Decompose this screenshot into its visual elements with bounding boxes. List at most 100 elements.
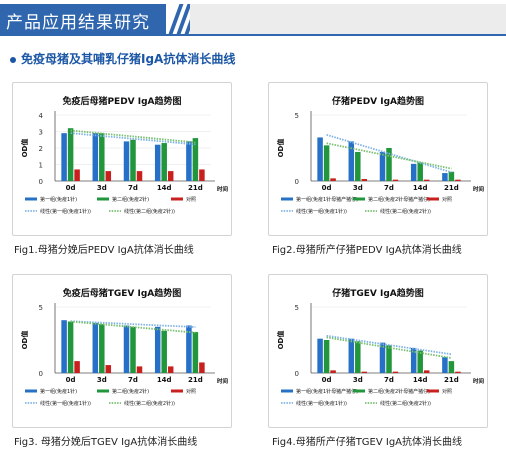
chart-title: 仔猪PEDV IgA趋势图 <box>332 95 424 107</box>
section-subtitle-text: 免疫母猪及其哺乳仔猪IgA抗体消长曲线 <box>21 52 236 66</box>
bar-2 <box>417 162 423 181</box>
bar-2 <box>99 133 105 181</box>
bar-3 <box>199 362 205 373</box>
figure-caption-2: Fig2.母猪所产仔猪PEDV IgA抗体消长曲线 <box>272 245 462 256</box>
bullet-icon <box>10 56 16 63</box>
bar-3 <box>423 370 430 373</box>
bar-3 <box>74 169 80 181</box>
bar-3 <box>330 370 336 373</box>
x-tick-label: 7d <box>128 184 138 192</box>
x-axis-label: 时间 <box>473 377 485 385</box>
x-tick-label: 7d <box>384 184 394 192</box>
x-tick-label: 14d <box>157 376 172 384</box>
y-axis-label: OD值 <box>276 139 285 158</box>
header-underline <box>0 34 506 36</box>
x-axis-label: 时间 <box>217 185 229 193</box>
y-tick-label: 5 <box>39 304 43 312</box>
bar-1 <box>317 137 323 181</box>
legend-label: 对照 <box>442 196 452 203</box>
trendline-1 <box>326 133 452 174</box>
bar-1 <box>442 173 448 181</box>
bar-1 <box>379 151 386 181</box>
x-tick-label: 0d <box>322 376 332 384</box>
y-tick-label: 3 <box>39 129 43 137</box>
bar-1 <box>186 325 192 373</box>
bar-2 <box>386 345 392 373</box>
trendline-1 <box>70 132 196 146</box>
bar-2 <box>323 145 330 181</box>
x-tick-label: 14d <box>413 376 428 384</box>
legend-label: 线性(第一组(免疫1针)) <box>296 208 347 215</box>
legend-label: 线性(第一组(免疫1针)) <box>296 400 347 407</box>
bar-1 <box>348 141 355 181</box>
legend-label: 第一组(免疫1针母猪产猪仔) <box>296 388 358 395</box>
bar-3 <box>423 179 430 181</box>
legend-label: 第二组(免疫2针) <box>112 388 149 395</box>
bar-2 <box>192 138 199 181</box>
bar-2 <box>130 326 136 373</box>
legend-label: 对照 <box>186 196 196 203</box>
bar-3 <box>136 171 143 181</box>
chart-title: 免疫后母猪PEDV IgA趋势图 <box>62 95 181 107</box>
x-tick-label: 3d <box>353 376 363 384</box>
x-tick-label: 7d <box>128 376 138 384</box>
legend-label: 第二组(免疫2针母猪产猪仔) <box>368 196 430 203</box>
y-tick-label: 0 <box>39 178 43 186</box>
legend-label: 对照 <box>186 388 196 395</box>
bar-3 <box>361 179 368 181</box>
bar-1 <box>123 141 130 181</box>
header-gray-bar <box>190 4 506 34</box>
x-tick-label: 21d <box>444 184 459 192</box>
bar-2 <box>130 139 136 181</box>
trendline-2 <box>70 320 196 334</box>
bar-3 <box>74 361 80 373</box>
bar-2 <box>355 341 361 373</box>
bar-2 <box>67 321 74 373</box>
x-axis-label: 时间 <box>217 377 229 385</box>
figure-caption-3: Fig3. 母猪分娩后TGEV IgA抗体消长曲线 <box>14 437 198 448</box>
bar-3 <box>167 366 174 373</box>
bar-3 <box>105 171 112 181</box>
bar-1 <box>410 163 417 181</box>
trendline-2 <box>326 336 452 359</box>
bar-1 <box>186 141 192 181</box>
bar-1 <box>317 338 323 373</box>
x-tick-label: 21d <box>188 376 203 384</box>
x-tick-label: 14d <box>413 184 428 192</box>
figure-caption-1: Fig1.母猪分娩后PEDV IgA抗体消长曲线 <box>14 245 194 256</box>
legend-label: 线性(第二组(免疫2针)) <box>124 208 175 215</box>
bar-3 <box>105 365 112 373</box>
chart-panel-4: 仔猪TGEV IgA趋势图 0 5 OD值 时间 0d 3d 7d 14d 21d 第一组(免疫1针… <box>268 274 488 428</box>
bar-1 <box>154 326 161 373</box>
bar-2 <box>355 151 361 181</box>
bar-1 <box>379 342 386 373</box>
chart-title: 免疫后母猪TGEV IgA趋势图 <box>63 287 182 299</box>
legend-label: 第二组(免疫2针) <box>112 196 149 203</box>
legend-label: 第一组(免疫1针) <box>40 196 77 203</box>
y-tick-label: 4 <box>39 112 44 120</box>
legend-label: 线性(第二组(免疫2针)) <box>380 208 431 215</box>
legend-label: 对照 <box>442 388 452 395</box>
x-tick-label: 0d <box>66 184 76 192</box>
bar-3 <box>392 179 399 181</box>
bar-3 <box>392 371 399 373</box>
section-subtitle: 免疫母猪及其哺乳仔猪IgA抗体消长曲线 <box>10 50 235 67</box>
x-axis-label: 时间 <box>473 185 485 193</box>
section-header: 产品应用结果研究 <box>0 0 506 36</box>
bar-1 <box>442 357 448 373</box>
bar-2 <box>161 143 167 181</box>
chart-title: 仔猪TGEV IgA趋势图 <box>332 287 424 299</box>
legend-label: 线性(第二组(免疫2针)) <box>124 400 175 407</box>
legend-label: 第一组(免疫1针) <box>40 388 77 395</box>
legend-label: 第二组(免疫2针母猪产猪仔) <box>368 388 430 395</box>
chart-panel-3: 免疫后母猪TGEV IgA趋势图 0 5 OD值 时间 0d 3d 7d 14d 21d 第一组(免… <box>12 274 232 428</box>
bar-1 <box>61 133 67 181</box>
y-axis-label: OD值 <box>20 331 29 350</box>
bar-1 <box>410 347 417 373</box>
x-tick-label: 0d <box>66 376 76 384</box>
y-tick-label: 0 <box>295 178 299 186</box>
x-tick-label: 21d <box>444 376 459 384</box>
